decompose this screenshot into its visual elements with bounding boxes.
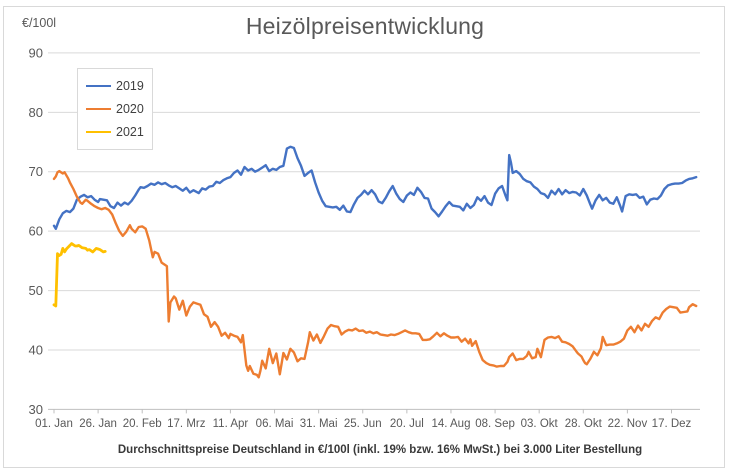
x-tick-label: 14. Aug: [431, 418, 470, 430]
x-tick-label: 03. Okt: [521, 418, 559, 430]
x-tick-label: 17. Dez: [652, 418, 692, 430]
x-tick-label: 22. Nov: [608, 418, 648, 430]
legend-label-2020: 2020: [116, 101, 144, 116]
x-tick-label: 17. Mrz: [167, 418, 206, 430]
chart-footer-note: Durchschnittspreise Deutschland in €/100…: [117, 444, 643, 456]
chart-legend: 2019 2020 2021: [77, 68, 153, 150]
x-tick-label: 20. Feb: [123, 418, 162, 430]
legend-line-swatch-2019: [86, 84, 111, 87]
x-tick-label: 20. Jul: [390, 418, 424, 430]
x-tick-label: 28. Okt: [565, 418, 603, 430]
legend-line-swatch-2021: [86, 131, 111, 134]
y-tick-label-70: 70: [29, 164, 43, 179]
series-line-2020: [52, 169, 698, 379]
legend-line-swatch-2020: [86, 107, 111, 110]
x-tick-label: 31. Mai: [300, 418, 338, 430]
x-tick-label: 08. Sep: [475, 418, 515, 430]
series-line-2021: [52, 242, 107, 308]
y-axis-unit-label: €/100l: [22, 16, 57, 30]
legend-label-2021: 2021: [116, 125, 144, 140]
y-tick-label-80: 80: [29, 105, 43, 120]
y-tick-label-30: 30: [29, 402, 43, 417]
x-tick-label: 25. Jun: [344, 418, 382, 430]
series-line-2019: [52, 145, 698, 231]
y-tick-label-40: 40: [29, 342, 43, 357]
x-tick-label: 26. Jan: [79, 418, 117, 430]
chart-title: Heizölpreisentwicklung: [245, 13, 485, 39]
y-tick-label-60: 60: [29, 224, 43, 239]
y-tick-label-90: 90: [29, 45, 43, 60]
x-tick-label: 11. Apr: [213, 418, 249, 430]
legend-item-2020: 2020: [86, 101, 152, 117]
y-tick-label-50: 50: [29, 283, 43, 298]
legend-label-2019: 2019: [116, 78, 144, 93]
legend-item-2021: 2021: [86, 124, 152, 140]
x-tick-label: 06. Mai: [256, 418, 294, 430]
legend-item-2019: 2019: [86, 78, 152, 94]
x-tick-label: 01. Jan: [35, 418, 73, 430]
